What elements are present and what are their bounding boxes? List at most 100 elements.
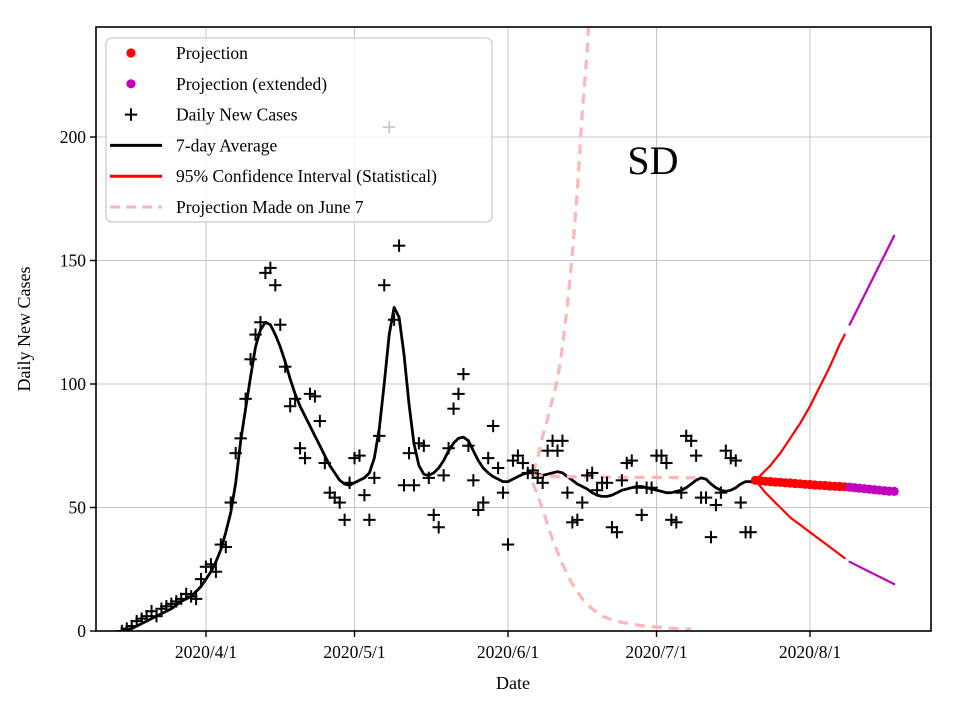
daily-case-marker (472, 503, 485, 517)
daily-case-marker (437, 469, 450, 482)
daily-case-marker (224, 496, 237, 509)
seven-day-average-line (120, 306, 757, 631)
daily-case-marker (219, 540, 233, 554)
daily-case-marker (194, 572, 208, 586)
daily-case-marker (353, 449, 366, 462)
ci-lower-extended-line (848, 560, 896, 586)
june7-lower-dashed-line (531, 482, 692, 631)
state-annotation: SD (627, 138, 678, 183)
daily-case-marker (264, 261, 277, 275)
daily-case-marker (249, 328, 262, 341)
legend-label: Projection (176, 43, 248, 63)
ci-upper-line (754, 333, 846, 482)
y-tick-label: 50 (69, 498, 87, 518)
daily-case-marker (442, 442, 455, 455)
daily-case-marker (635, 508, 648, 522)
legend-entry: Projection (126, 43, 248, 63)
daily-case-marker (209, 565, 223, 578)
daily-case-marker (407, 479, 421, 492)
x-tick-label: 2020/4/1 (175, 642, 237, 662)
daily-case-marker (234, 432, 247, 445)
daily-case-marker (675, 486, 688, 499)
legend-label: 95% Confidence Interval (Statistical) (176, 166, 437, 186)
daily-case-marker (387, 313, 401, 326)
daily-case-marker (432, 521, 445, 534)
daily-case-marker (452, 387, 465, 401)
daily-case-marker (670, 516, 683, 529)
legend-label: 7-day Average (176, 135, 277, 155)
daily-case-marker (699, 491, 713, 504)
daily-case-marker (298, 451, 312, 465)
daily-case-marker (427, 508, 440, 522)
daily-case-marker (719, 444, 733, 457)
daily-case-marker (526, 464, 539, 477)
legend-entry: Projection (extended) (126, 74, 327, 94)
legend-entry: 7-day Average (110, 135, 277, 155)
daily-case-marker (402, 446, 416, 460)
daily-case-marker (660, 456, 673, 470)
daily-case-marker (501, 538, 515, 551)
daily-case-marker (115, 624, 129, 631)
daily-case-marker (363, 513, 376, 527)
daily-case-marker (729, 454, 742, 467)
y-tick-label: 100 (60, 374, 87, 394)
y-tick-label: 150 (60, 251, 87, 271)
projection-extended-dot (889, 486, 899, 496)
daily-case-marker (308, 390, 322, 403)
daily-case-marker (457, 367, 470, 381)
daily-case-marker (269, 279, 282, 292)
daily-case-marker (551, 444, 564, 457)
daily-case-marker (283, 400, 297, 413)
legend-dot-marker (126, 48, 136, 58)
daily-case-marker (338, 513, 351, 527)
projection-dots (750, 475, 850, 492)
ci-lower-line (754, 479, 846, 560)
daily-case-marker (576, 496, 589, 509)
daily-case-marker (343, 476, 356, 489)
daily-case-marker (625, 454, 638, 467)
legend-entry: Daily New Cases (124, 105, 298, 125)
daily-case-marker (615, 474, 629, 487)
legend-label: Projection (extended) (176, 74, 327, 94)
daily-case-marker (600, 476, 614, 489)
daily-case-marker (486, 419, 500, 433)
daily-case-marker (447, 402, 460, 415)
legend-label: Projection Made on June 7 (176, 197, 364, 217)
daily-case-marker (378, 279, 391, 292)
daily-case-marker (368, 471, 381, 485)
daily-case-marker (714, 486, 728, 499)
daily-case-marker (150, 609, 163, 623)
daily-case-marker (288, 392, 302, 406)
daily-case-marker (734, 496, 747, 509)
x-tick-label: 2020/8/1 (779, 642, 841, 662)
daily-case-marker (511, 449, 525, 462)
june7-upper-dashed-line (531, 27, 591, 474)
daily-case-marker (462, 439, 475, 452)
x-tick-label: 2020/6/1 (477, 642, 539, 662)
daily-case-marker (417, 439, 431, 452)
daily-case-marker (254, 316, 267, 329)
daily-case-marker (610, 526, 624, 539)
daily-case-marker (655, 449, 668, 462)
legend-entry: Projection Made on June 7 (110, 197, 364, 217)
projection-extended-dots (845, 482, 899, 496)
daily-case-marker (561, 486, 574, 499)
daily-case-marker (373, 429, 386, 443)
daily-case-marker (477, 496, 490, 509)
daily-case-marker (516, 456, 530, 470)
x-tick-label: 2020/7/1 (625, 642, 687, 662)
daily-case-marker (313, 414, 327, 428)
daily-case-marker (467, 474, 480, 487)
daily-case-marker (709, 498, 723, 512)
axes-layer: 2020/4/1 2020/5/1 2020/6/1 2020/7/1 2020/8/1… (60, 26, 932, 662)
plot-border (95, 26, 932, 632)
daily-case-marker (536, 476, 549, 489)
legend-plus-marker (124, 108, 138, 121)
daily-case-marker (585, 466, 599, 480)
daily-case-marker (689, 449, 703, 462)
june7-center-dashed-line (532, 473, 697, 480)
daily-case-marker (704, 530, 718, 544)
daily-new-cases-scatter (115, 120, 757, 631)
legend-entry: 95% Confidence Interval (Statistical) (110, 166, 437, 186)
